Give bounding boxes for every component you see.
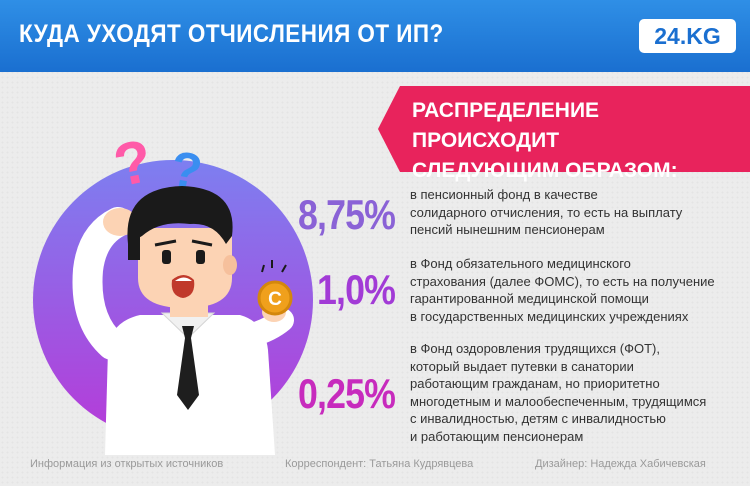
eye-left: [162, 250, 171, 264]
arm-raised: [72, 207, 133, 360]
percent-fot: 0,25%: [298, 370, 396, 417]
desc-line: и работающим пенсионерам: [410, 428, 584, 444]
desc-line: страхования (далее ФОМС), то есть на пол…: [410, 273, 715, 289]
arm-right: [240, 308, 294, 347]
percent-pension: 8,75%: [298, 191, 396, 238]
distribution-banner: [378, 86, 750, 172]
desc-fot: в Фонд оздоровления трудящихся (ФОТ), ко…: [410, 340, 750, 445]
ear: [223, 255, 237, 275]
face: [138, 228, 232, 308]
desc-line: солидарного отчисления, то есть на выпла…: [410, 204, 683, 220]
desc-line: в Фонд обязательного медицинского: [410, 256, 631, 271]
eye-right: [196, 250, 205, 264]
banner-line-2: СЛЕДУЮЩИМ ОБРАЗОМ:: [412, 159, 678, 182]
coin-icon: [257, 280, 293, 316]
desc-foms: в Фонд обязательного медицинского страхо…: [410, 255, 750, 325]
banner-text: РАСПРЕДЕЛЕНИЕ ПРОИСХОДИТ СЛЕДУЮЩИМ ОБРАЗ…: [412, 96, 742, 186]
thinking-man-illustration: ? ? C: [33, 126, 313, 455]
desc-line: гарантированной медицинской помощи: [410, 291, 649, 306]
tie: [177, 326, 199, 410]
desc-line: в Фонд оздоровления трудящихся (ФОТ),: [410, 341, 660, 356]
desc-line: работающим гражданам, но приоритетно: [410, 376, 660, 391]
desc-line: многодетным и малообеспеченным, трудящим…: [410, 393, 707, 409]
site-logo[interactable]: 24.KG: [639, 19, 736, 53]
desc-line: в государственных медицинских учреждения…: [410, 308, 689, 324]
desc-line: который выдает путевки в санатории: [410, 358, 634, 374]
footer-source: Информация из открытых источников: [30, 458, 224, 470]
footer-designer: Дизайнер: Надежда Хабичевская: [535, 458, 706, 470]
footer-correspondent: Корреспондент: Татьяна Кудрявцева: [285, 458, 474, 470]
header-bar: КУДА УХОДЯТ ОТЧИСЛЕНИЯ ОТ ИП? 24.KG: [0, 0, 750, 72]
desc-line: в пенсионный фонд в качестве: [410, 187, 598, 202]
hair: [127, 186, 233, 244]
desc-pension: в пенсионный фонд в качестве солидарного…: [410, 186, 750, 239]
coin-symbol: C: [268, 289, 282, 310]
desc-line: пенсий нынешним пенсионерам: [410, 222, 605, 237]
banner-line-1: РАСПРЕДЕЛЕНИЕ ПРОИСХОДИТ: [412, 99, 600, 152]
page-title: КУДА УХОДЯТ ОТЧИСЛЕНИЯ ОТ ИП?: [19, 20, 444, 48]
percent-foms: 1,0%: [317, 266, 396, 313]
desc-line: с инвалидностью, детям с инвалидностью: [410, 411, 666, 426]
